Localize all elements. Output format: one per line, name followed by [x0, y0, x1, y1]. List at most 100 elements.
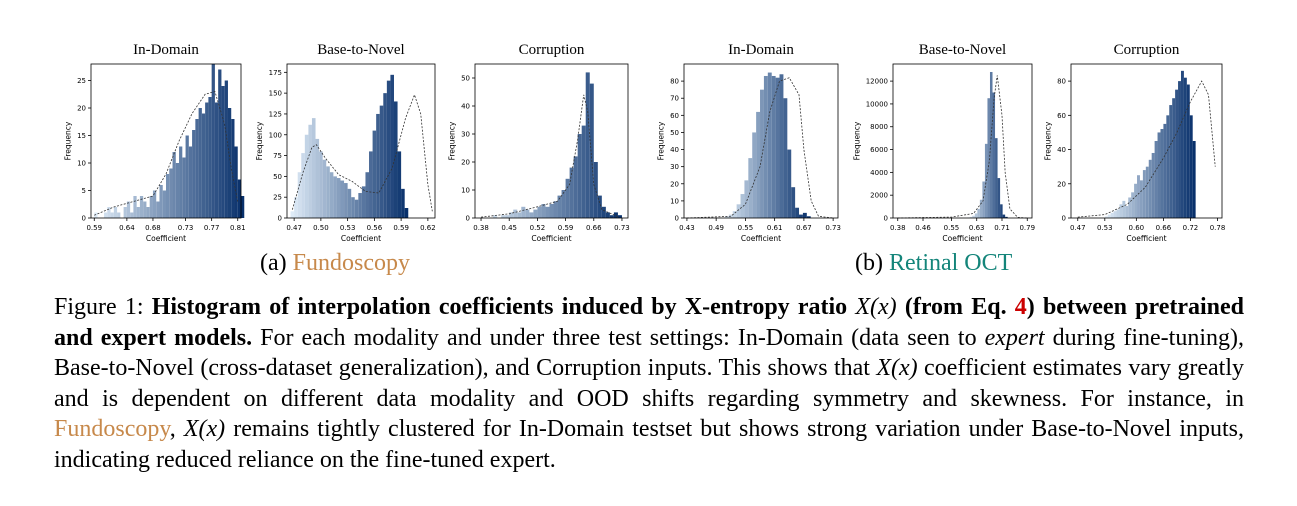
x-tick-label: 0.77 — [204, 224, 220, 232]
histogram-bar — [569, 167, 574, 218]
kde-curve — [480, 94, 619, 218]
y-axis-label: Frequency — [255, 121, 264, 160]
histogram-bar — [139, 196, 144, 218]
y-tick-label: 50 — [670, 129, 679, 137]
histogram-bar — [1180, 70, 1184, 218]
y-tick-label: 100 — [269, 131, 282, 139]
histogram-bar — [319, 151, 323, 218]
histogram-bar — [537, 206, 542, 218]
x-tick-label: 0.79 — [1019, 224, 1035, 232]
histogram-bar — [376, 113, 380, 218]
histogram-bar — [1005, 216, 1008, 218]
histogram-bar — [107, 207, 111, 218]
histogram-bar — [404, 208, 409, 218]
y-tick-label: 50 — [273, 173, 282, 181]
caption-eq-ref[interactable]: 4 — [1014, 294, 1027, 320]
histogram-bar — [740, 194, 745, 218]
x-tick-label: 0.73 — [178, 224, 194, 232]
y-tick-label: 75 — [273, 152, 282, 160]
x-tick-label: 0.38 — [473, 224, 489, 232]
histogram-bar — [130, 212, 134, 218]
y-tick-label: 60 — [670, 112, 679, 120]
histogram-bar — [224, 80, 228, 218]
x-tick-label: 0.47 — [286, 224, 302, 232]
histogram-bar — [977, 208, 980, 218]
histogram-bar — [613, 212, 618, 218]
histogram-bar — [775, 77, 780, 218]
panel-title: Corruption — [1114, 42, 1180, 58]
histogram-bar — [358, 193, 362, 218]
kde-curve — [291, 93, 433, 212]
histogram-bar — [997, 178, 1001, 218]
histogram-bar — [979, 199, 983, 218]
y-axis-label: Frequency — [656, 121, 665, 160]
histogram-bar — [393, 101, 398, 218]
histogram-bar — [1104, 216, 1108, 218]
histogram-bar — [169, 168, 173, 218]
x-tick-label: 0.45 — [501, 224, 517, 232]
x-tick-label: 0.55 — [944, 224, 960, 232]
histogram-bar — [386, 80, 391, 219]
histogram-bar — [1151, 152, 1155, 218]
x-tick-label: 0.66 — [1156, 224, 1172, 232]
histogram-panel-5: Base-to-Novel 0.38 0.46 0.55 0.63 0.71 0.79 0 20… — [853, 42, 1036, 243]
histogram-bar — [351, 197, 355, 218]
histogram-bar — [533, 209, 538, 218]
histogram-bar — [982, 181, 985, 218]
x-tick-label: 0.50 — [313, 224, 329, 232]
histogram-bar — [771, 75, 776, 218]
x-tick-label: 0.52 — [530, 224, 546, 232]
histogram-panel-1: In-Domain 0.59 0.64 0.68 0.73 0.77 0.81 0 5 10 15 2… — [63, 42, 245, 243]
histogram-bar — [104, 212, 108, 218]
x-axis-label: Coefficient — [531, 234, 571, 243]
y-axis-label: Frequency — [1043, 121, 1052, 160]
histogram-bar — [589, 83, 594, 218]
histogram-bar — [329, 172, 334, 218]
x-tick-label: 0.59 — [86, 224, 102, 232]
histogram-bar — [724, 216, 729, 218]
y-tick-label: 40 — [461, 103, 470, 111]
subcaption-b-name: Retinal OCT — [888, 250, 1013, 276]
histogram-bar — [372, 130, 377, 218]
caption-text-3: coefficient estimates vary greatly and i… — [54, 355, 1245, 412]
histogram-bar — [94, 212, 98, 218]
histogram-bar — [175, 163, 180, 218]
histogram-bar — [1125, 206, 1129, 218]
y-tick-label: 175 — [269, 69, 282, 77]
histogram-panel-4: In-Domain 0.43 0.49 0.55 0.61 0.67 0.73 0 10 20 30… — [656, 42, 841, 243]
histogram-bar — [301, 153, 305, 218]
histogram-bar — [162, 190, 166, 218]
histogram-bar — [1175, 89, 1179, 218]
histogram-bar — [1163, 123, 1167, 218]
histogram-bar — [172, 152, 176, 218]
x-tick-label: 0.59 — [393, 224, 409, 232]
kde-curve — [94, 91, 239, 216]
y-tick-label: 30 — [461, 131, 470, 139]
histogram-panel-6: Corruption 0.47 0.53 0.60 0.66 0.72 0.78 0 20 40 6… — [1043, 42, 1225, 243]
histogram-bar — [340, 180, 345, 218]
histogram-bar — [227, 108, 232, 218]
histogram-bar — [1154, 141, 1158, 218]
y-axis-label: Frequency — [63, 121, 72, 160]
subcaption-a-prefix: (a) — [260, 250, 293, 276]
histogram-bar — [565, 178, 570, 218]
histogram-bar — [995, 138, 998, 218]
histogram-bar — [1128, 197, 1132, 218]
y-tick-label: 0 — [278, 215, 282, 223]
histogram-bar — [1186, 84, 1190, 218]
histogram-bar — [290, 211, 295, 218]
histogram-bar — [987, 98, 990, 218]
histogram-bar — [1142, 170, 1146, 218]
histogram-bar — [208, 97, 212, 218]
y-tick-label: 20 — [670, 180, 679, 188]
histogram-bar — [561, 190, 566, 218]
histogram-bar — [379, 105, 384, 218]
histogram-bar — [525, 209, 530, 218]
y-tick-label: 25 — [77, 77, 86, 85]
histogram-bar — [1107, 214, 1111, 218]
histogram-bar — [573, 156, 578, 218]
y-tick-label: 4000 — [870, 169, 888, 177]
caption-math-2: X(x) — [876, 355, 918, 381]
histogram-bar — [529, 212, 534, 218]
caption-label: Figure 1: — [54, 294, 152, 320]
